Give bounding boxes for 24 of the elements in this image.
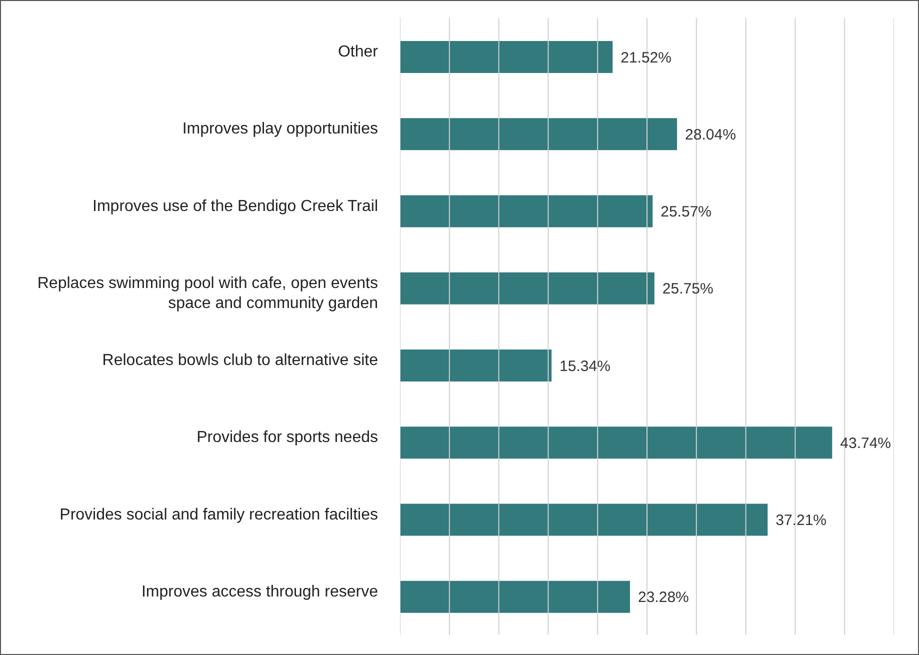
data-label: 25.75% [662, 280, 714, 298]
data-label: 23.28% [638, 589, 689, 606]
data-label: 15.34% [560, 358, 610, 375]
data-label: 43.74% [840, 434, 892, 452]
data-label: 21.52% [620, 49, 672, 66]
data-label: 25.57% [660, 204, 712, 221]
bar [400, 426, 832, 459]
y-tick-label: Improves access through reserve [141, 583, 378, 600]
bar [400, 350, 552, 382]
bar [400, 195, 653, 228]
y-tick-label: Improves use of the Bendigo Creek Trail [92, 198, 378, 215]
bar [400, 580, 630, 613]
data-label: 37.21% [776, 512, 827, 530]
y-tick-label: Replaces swimming pool with cafe, open events space and community garden [37, 274, 378, 312]
data-label: 28.04% [685, 126, 736, 144]
bar [400, 272, 654, 304]
y-tick-label: Relocates bowls club to alternative site [102, 352, 378, 370]
y-tick-label: Provides social and family recreation facilties [60, 506, 378, 524]
y-tick-label: Other [338, 44, 379, 61]
y-tick-label: Improves play opportunities [182, 120, 378, 138]
bar [400, 118, 678, 150]
bar [400, 504, 768, 536]
y-tick-label: Provides for sports needs [196, 429, 378, 446]
bar [400, 41, 613, 73]
